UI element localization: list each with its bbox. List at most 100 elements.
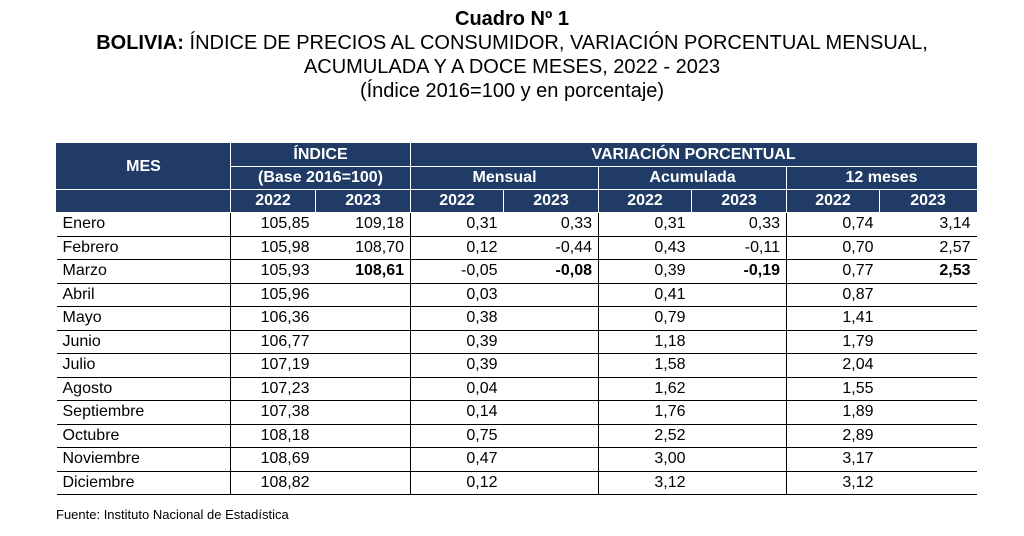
cell-mes: Febrero xyxy=(56,235,231,260)
cell-indice-2022: 106,36 xyxy=(230,306,316,331)
cell-acumulada-2023: -0,11 xyxy=(691,235,787,260)
cell-indice-2023 xyxy=(315,447,411,472)
cell-mensual-2022: 0,12 xyxy=(410,235,504,260)
cell-12m-2022: 3,12 xyxy=(786,470,880,495)
cell-indice-2023 xyxy=(315,282,411,307)
cell-indice-2023: 108,61 xyxy=(315,259,411,284)
cell-indice-2023 xyxy=(315,306,411,331)
cell-mensual-2023: -0,44 xyxy=(503,235,599,260)
year-2022: 2022 xyxy=(230,189,316,213)
cell-indice-2023 xyxy=(315,329,411,354)
col-header-indice: ÍNDICE xyxy=(229,143,412,167)
cell-12m-2022: 1,79 xyxy=(786,329,880,354)
cell-indice-2022: 105,98 xyxy=(230,235,316,260)
cell-mensual-2023: 0,33 xyxy=(503,212,599,237)
year-2022: 2022 xyxy=(598,189,693,213)
cell-indice-2023 xyxy=(315,353,411,378)
col-header-variacion: VARIACIÓN PORCENTUAL xyxy=(410,143,978,167)
cell-12m-2023: 2,53 xyxy=(879,259,977,284)
cell-mes: Mayo xyxy=(56,306,231,331)
cell-acumulada-2022: 0,43 xyxy=(598,235,692,260)
year-2023: 2023 xyxy=(879,189,978,213)
cell-indice-2022: 107,19 xyxy=(230,353,316,378)
col-header-blank xyxy=(56,189,231,213)
cell-mes: Junio xyxy=(56,329,231,354)
cell-12m-2023 xyxy=(879,306,977,331)
cell-acumulada-2022: 3,00 xyxy=(598,447,692,472)
cell-indice-2022: 108,18 xyxy=(230,423,316,448)
col-header-indice-base: (Base 2016=100) xyxy=(229,166,412,190)
cell-acumulada-2023 xyxy=(691,306,787,331)
table-row: Junio 106,77 0,39 1,18 1,79 xyxy=(56,329,977,354)
cell-mensual-2023: -0,08 xyxy=(503,259,599,284)
cell-mensual-2022: 0,31 xyxy=(410,212,504,237)
table-row: Septiembre 107,38 0,14 1,76 1,89 xyxy=(56,400,977,425)
source-note: Fuente: Instituto Nacional de Estadístic… xyxy=(56,507,289,522)
cell-12m-2022: 1,89 xyxy=(786,400,880,425)
table-subtitle: (Índice 2016=100 y en porcentaje) xyxy=(359,80,665,102)
cell-mensual-2023 xyxy=(503,306,599,331)
table-row: Abril 105,96 0,03 0,41 0,87 xyxy=(56,282,977,307)
cell-mes: Enero xyxy=(56,212,231,237)
cell-mensual-2023 xyxy=(503,423,599,448)
cell-12m-2023 xyxy=(879,376,977,401)
cell-mes: Marzo xyxy=(56,259,231,284)
table-row: Enero 105,85 109,18 0,31 0,33 0,31 0,33 … xyxy=(56,212,977,237)
table-row: Diciembre 108,82 0,12 3,12 3,12 xyxy=(56,470,977,495)
cell-12m-2023 xyxy=(879,423,977,448)
cell-mensual-2022: 0,47 xyxy=(410,447,504,472)
cell-acumulada-2023 xyxy=(691,353,787,378)
cell-acumulada-2023 xyxy=(691,470,787,495)
table-title-line2: ACUMULADA Y A DOCE MESES, 2022 - 2023 xyxy=(303,56,721,78)
cell-12m-2022: 0,74 xyxy=(786,212,880,237)
cell-mensual-2022: 0,04 xyxy=(410,376,504,401)
cell-acumulada-2023 xyxy=(691,329,787,354)
cell-mes: Diciembre xyxy=(56,470,231,495)
cell-12m-2023 xyxy=(879,353,977,378)
cell-acumulada-2023 xyxy=(691,400,787,425)
cell-12m-2022: 2,04 xyxy=(786,353,880,378)
cell-acumulada-2023: 0,33 xyxy=(691,212,787,237)
cell-mes: Julio xyxy=(56,353,231,378)
cell-indice-2023 xyxy=(315,376,411,401)
cell-12m-2023: 3,14 xyxy=(879,212,977,237)
cell-indice-2023 xyxy=(315,423,411,448)
cell-acumulada-2022: 2,52 xyxy=(598,423,692,448)
title-block: Cuadro Nº 1 BOLIVIA: ÍNDICE DE PRECIOS A… xyxy=(0,8,1024,103)
col-header-acumulada: Acumulada xyxy=(598,166,788,190)
cell-mensual-2022: -0,05 xyxy=(410,259,504,284)
cell-indice-2023: 109,18 xyxy=(315,212,411,237)
table-row: Octubre 108,18 0,75 2,52 2,89 xyxy=(56,423,977,448)
cell-12m-2022: 1,55 xyxy=(786,376,880,401)
cell-12m-2022: 0,87 xyxy=(786,282,880,307)
cell-12m-2023 xyxy=(879,329,977,354)
cell-acumulada-2022: 1,18 xyxy=(598,329,692,354)
cell-12m-2022: 2,89 xyxy=(786,423,880,448)
cell-acumulada-2022: 1,58 xyxy=(598,353,692,378)
col-header-12-meses: 12 meses xyxy=(786,166,978,190)
cell-indice-2022: 105,96 xyxy=(230,282,316,307)
cell-indice-2023 xyxy=(315,470,411,495)
year-2023: 2023 xyxy=(314,189,412,213)
cell-acumulada-2023 xyxy=(691,376,787,401)
cell-12m-2023 xyxy=(879,447,977,472)
cell-acumulada-2023 xyxy=(691,447,787,472)
cell-acumulada-2022: 0,79 xyxy=(598,306,692,331)
cell-indice-2022: 107,38 xyxy=(230,400,316,425)
cell-12m-2022: 1,41 xyxy=(786,306,880,331)
cell-mensual-2023 xyxy=(503,282,599,307)
cell-mes: Octubre xyxy=(56,423,231,448)
table-number: Cuadro Nº 1 xyxy=(455,8,569,30)
col-header-mensual: Mensual xyxy=(410,166,600,190)
cell-indice-2022: 107,23 xyxy=(230,376,316,401)
table-row: Febrero 105,98 108,70 0,12 -0,44 0,43 -0… xyxy=(56,235,977,260)
cell-acumulada-2022: 3,12 xyxy=(598,470,692,495)
cell-12m-2023 xyxy=(879,470,977,495)
table-row: Noviembre 108,69 0,47 3,00 3,17 xyxy=(56,447,977,472)
cell-12m-2022: 3,17 xyxy=(786,447,880,472)
cell-mensual-2022: 0,03 xyxy=(410,282,504,307)
table-row: Marzo 105,93 108,61 -0,05 -0,08 0,39 -0,… xyxy=(56,259,977,284)
cell-mensual-2023 xyxy=(503,400,599,425)
cell-mensual-2022: 0,75 xyxy=(410,423,504,448)
cell-mensual-2023 xyxy=(503,376,599,401)
